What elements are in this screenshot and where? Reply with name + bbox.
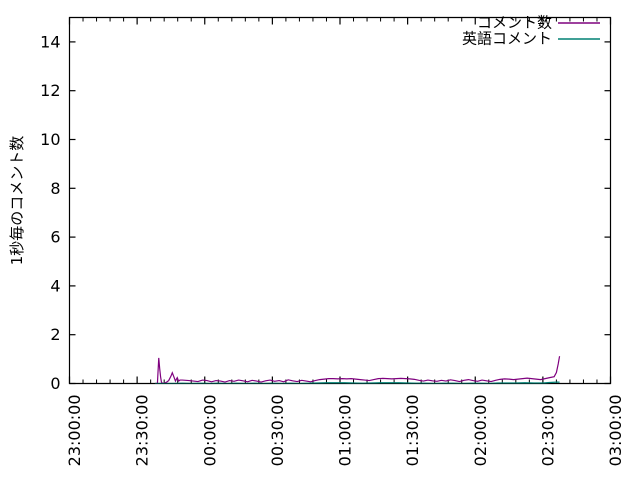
x-tick-label: 23:00:00 — [65, 395, 84, 467]
x-tick-label: 01:30:00 — [403, 395, 422, 467]
y-tick-label: 4 — [50, 276, 60, 295]
x-tick-label: 02:30:00 — [538, 395, 557, 467]
y-tick-label: 8 — [50, 179, 60, 198]
x-tick-label: 23:30:00 — [133, 395, 152, 467]
x-tick-label: 00:00:00 — [200, 395, 219, 467]
y-tick-label: 12 — [40, 81, 60, 100]
y-tick-label: 0 — [50, 374, 60, 393]
y-axis-title-text: 1秒毎のコメント数 — [8, 136, 26, 266]
legend-label-english-comments: 英語コメント — [462, 30, 552, 48]
y-axis-ticks — [69, 41, 611, 385]
legend-label-comments: コメント数 — [477, 14, 552, 32]
x-tick-label: 03:00:00 — [606, 395, 625, 467]
y-tick-label: 6 — [50, 228, 60, 247]
x-tick-label: 01:00:00 — [336, 395, 355, 467]
series-group — [155, 356, 561, 384]
y-tick-label: 10 — [40, 130, 60, 149]
y-tick-label: 14 — [40, 32, 60, 51]
series-line-english-comments — [155, 381, 560, 384]
x-tick-label: 02:00:00 — [471, 395, 490, 467]
x-tick-label: 00:30:00 — [268, 395, 287, 467]
y-axis-tick-labels: 0 2 4 6 8 10 12 14 — [40, 32, 60, 393]
series-line-comments — [155, 356, 561, 384]
y-axis-title: 1秒毎のコメント数 — [8, 136, 26, 266]
x-axis-tick-labels: 23:00:00 23:30:00 00:00:00 00:30:00 01:00:00… — [65, 395, 625, 467]
y-tick-label: 2 — [50, 325, 60, 344]
